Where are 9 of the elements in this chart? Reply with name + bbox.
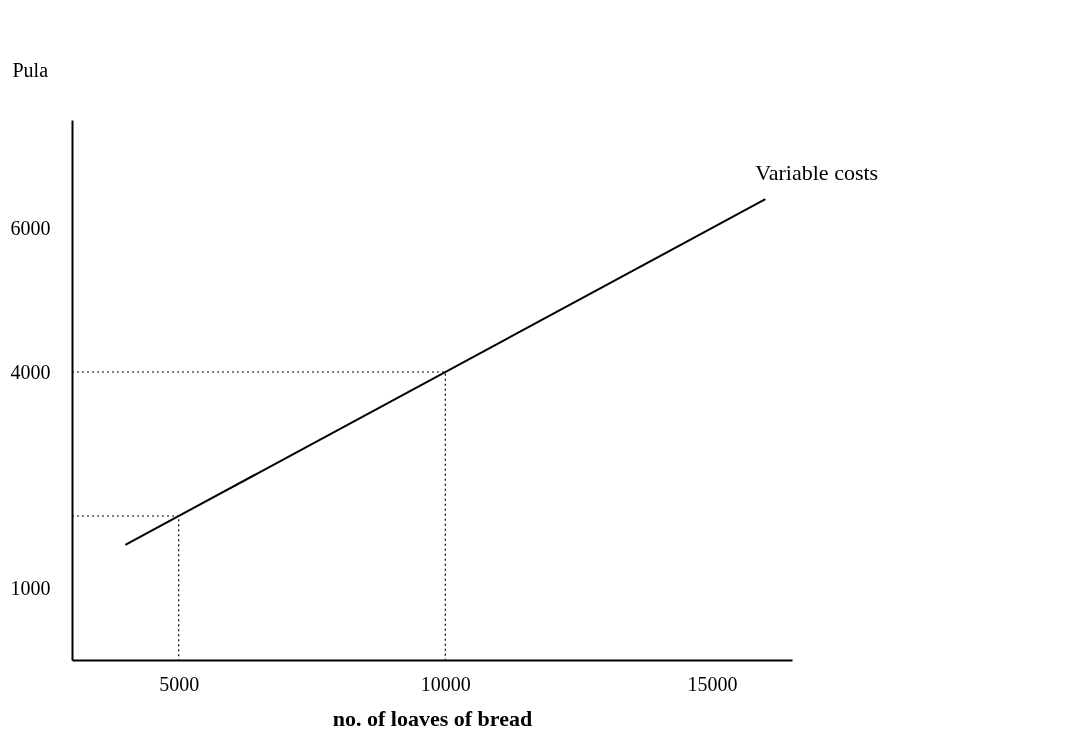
series-label: Variable costs — [755, 160, 879, 186]
y-tick-label: 6000 — [10, 216, 51, 239]
x-tick-label: 10000 — [420, 672, 471, 695]
y-tick-label: 4000 — [10, 360, 51, 383]
x-axis-title: no. of loaves of bread — [332, 705, 533, 731]
y-axis-title: Pula — [12, 58, 49, 81]
y-tick-label: 1000 — [10, 576, 51, 599]
x-tick-label: 15000 — [687, 672, 738, 695]
x-tick-label: 5000 — [159, 672, 200, 695]
